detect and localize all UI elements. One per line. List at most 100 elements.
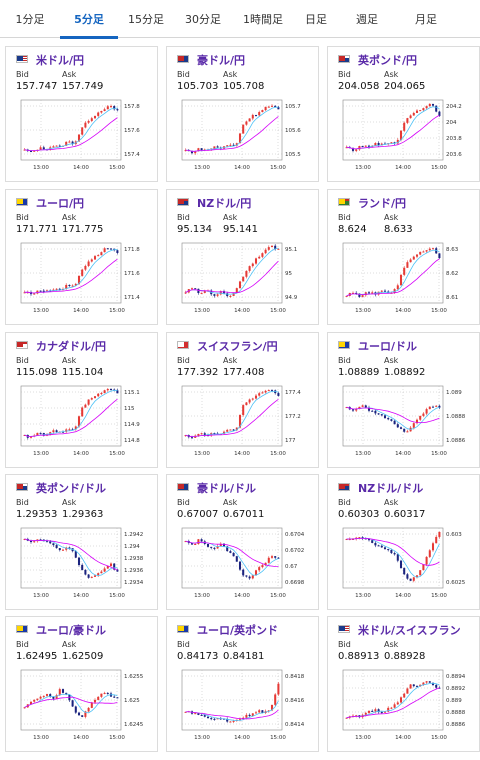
y-tick-label: 1.2942 bbox=[124, 532, 143, 538]
price-chart[interactable]: 13:00 14:00 15:00 0.8894 0.8892 0.889 0.8888 0.… bbox=[331, 664, 476, 744]
ma-long-line bbox=[185, 116, 279, 152]
pair-name[interactable]: ランド/円 bbox=[358, 197, 407, 210]
candle-body bbox=[71, 141, 74, 145]
x-tick-label: 14:00 bbox=[395, 451, 411, 457]
price-chart[interactable]: 13:00 14:00 15:00 105.7 105.6 105.5 bbox=[170, 94, 315, 174]
candle-body bbox=[245, 121, 248, 125]
candle-body bbox=[97, 255, 100, 257]
candle-body bbox=[393, 553, 396, 555]
pair-card[interactable]: ランド/円 Bid Ask 8.624 8.633 13:00 14:00 15:00 8.63… bbox=[327, 189, 480, 325]
candle-body bbox=[33, 699, 36, 702]
pair-card[interactable]: ユーロ/英ポンド Bid Ask 0.84173 0.84181 13:00 14:00 15… bbox=[166, 616, 319, 752]
pair-name[interactable]: NZドル/ドル bbox=[358, 482, 424, 495]
x-tick-label: 15:00 bbox=[270, 165, 286, 171]
pair-card[interactable]: NZドル/ドル Bid Ask 0.60303 0.60317 13:00 14:00 15:… bbox=[327, 474, 480, 610]
y-tick-label: 171.4 bbox=[124, 295, 140, 301]
candle-body bbox=[351, 409, 355, 411]
pair-card[interactable]: ユーロ/豪ドル Bid Ask 1.62495 1.62509 13:00 14:00 15:… bbox=[5, 616, 158, 752]
candle-body bbox=[277, 683, 280, 695]
y-tick-label: 1.294 bbox=[124, 544, 140, 550]
pair-name[interactable]: カナダドル/円 bbox=[36, 340, 107, 353]
tab-daily[interactable]: 日足 bbox=[305, 13, 327, 26]
candle-body bbox=[248, 399, 251, 403]
pair-card[interactable]: 英ポンド/ドル Bid Ask 1.29353 1.29363 13:00 14:00 15:… bbox=[5, 474, 158, 610]
y-tick-label: 0.8414 bbox=[285, 722, 305, 728]
pair-card[interactable]: 豪ドル/ドル Bid Ask 0.67007 0.67011 13:00 14:00 15:0… bbox=[166, 474, 319, 610]
x-tick-label: 14:00 bbox=[73, 165, 89, 171]
pair-name[interactable]: 米ドル/円 bbox=[36, 54, 85, 67]
candle-body bbox=[409, 259, 412, 263]
tab-30min[interactable]: 30分足 bbox=[185, 13, 221, 26]
candle-body bbox=[355, 408, 358, 411]
price-chart[interactable]: 13:00 14:00 15:00 1.6255 1.625 1.6245 bbox=[9, 664, 154, 744]
candlestick-chart: 13:00 14:00 15:00 0.8418 0.8416 0.8414 bbox=[181, 669, 305, 741]
tab-1min[interactable]: 1分足 bbox=[15, 13, 45, 26]
candle-body bbox=[206, 543, 210, 547]
price-chart[interactable]: 13:00 14:00 15:00 171.8 171.6 171.4 bbox=[9, 237, 154, 317]
candle-body bbox=[428, 550, 431, 557]
pair-name[interactable]: ユーロ/円 bbox=[36, 197, 85, 210]
pair-name[interactable]: ユーロ/英ポンド bbox=[197, 624, 279, 637]
flag-canton bbox=[17, 484, 23, 489]
price-chart[interactable]: 13:00 14:00 15:00 0.8418 0.8416 0.8414 bbox=[170, 664, 315, 744]
pair-card[interactable]: スイスフラン/円 Bid Ask 177.392 177.408 13:00 14:00 15… bbox=[166, 332, 319, 468]
candle-body bbox=[393, 420, 396, 425]
candle-body bbox=[229, 721, 232, 723]
candle-body bbox=[226, 718, 229, 722]
pair-card[interactable]: 米ドル/スイスフラン Bid Ask 0.88913 0.88928 13:00 14:00… bbox=[327, 616, 480, 752]
pair-card[interactable]: ユーロ/ドル Bid Ask 1.08889 1.08892 13:00 14:00 15:0… bbox=[327, 332, 480, 468]
pair-card[interactable]: カナダドル/円 Bid Ask 115.098 115.104 13:00 14:00 15:… bbox=[5, 332, 158, 468]
pair-name[interactable]: ユーロ/豪ドル bbox=[36, 624, 107, 637]
pair-name[interactable]: NZドル/円 bbox=[197, 197, 252, 210]
pair-name[interactable]: 米ドル/スイスフラン bbox=[358, 624, 461, 637]
candle-body bbox=[438, 405, 441, 408]
candle-body bbox=[74, 426, 77, 430]
price-chart[interactable]: 13:00 14:00 15:00 8.63 8.62 8.61 bbox=[331, 237, 476, 317]
pair-name[interactable]: 豪ドル/円 bbox=[197, 54, 246, 67]
flag-canton bbox=[17, 626, 23, 631]
y-tick-label: 105.5 bbox=[285, 152, 301, 158]
candle-body bbox=[116, 390, 119, 394]
y-tick-label: 1.6255 bbox=[124, 674, 144, 680]
pair-name[interactable]: ユーロ/ドル bbox=[358, 340, 418, 353]
price-chart[interactable]: 13:00 14:00 15:00 0.6704 0.6702 0.67 0.6698 bbox=[170, 522, 315, 602]
pair-card[interactable]: ユーロ/円 Bid Ask 171.771 171.775 13:00 14:00 15:00… bbox=[5, 189, 158, 325]
pair-name[interactable]: 英ポンド/ドル bbox=[36, 482, 107, 495]
pair-name[interactable]: 豪ドル/ドル bbox=[197, 482, 257, 495]
pair-name[interactable]: スイスフラン/円 bbox=[197, 340, 278, 353]
y-tick-label: 1.0888 bbox=[446, 414, 466, 420]
candle-body bbox=[100, 252, 103, 256]
tab-5min[interactable]: 5分足 bbox=[60, 0, 118, 39]
pair-card[interactable]: NZドル/円 Bid Ask 95.134 95.141 13:00 14:00 15:00 9… bbox=[166, 189, 319, 325]
price-chart[interactable]: 13:00 14:00 15:00 1.2942 1.294 1.2938 1.2936 1.… bbox=[9, 522, 154, 602]
candle-body bbox=[435, 684, 438, 688]
tab-1hour[interactable]: 1時間足 bbox=[243, 13, 283, 26]
price-chart[interactable]: 13:00 14:00 15:00 204.2 204 203.8 203.6 bbox=[331, 94, 476, 174]
candle-body bbox=[93, 256, 97, 260]
tab-15min[interactable]: 15分足 bbox=[128, 13, 164, 26]
price-chart[interactable]: 13:00 14:00 15:00 115.1 115 114.9 114.8 bbox=[9, 380, 154, 460]
candle-body bbox=[200, 292, 203, 294]
pair-name[interactable]: 英ポンド/円 bbox=[358, 54, 418, 67]
tab-weekly[interactable]: 週足 bbox=[356, 13, 378, 26]
pair-card[interactable]: 英ポンド/円 Bid Ask 204.058 204.065 13:00 14:00 15:0… bbox=[327, 46, 480, 182]
candle-body bbox=[258, 256, 261, 259]
price-chart[interactable]: 13:00 14:00 15:00 177.4 177.2 177 bbox=[170, 380, 315, 460]
pair-card[interactable]: 米ドル/円 Bid Ask 157.747 157.749 13:00 14:00 15:00… bbox=[5, 46, 158, 182]
price-chart[interactable]: 13:00 14:00 15:00 1.089 1.0888 1.0886 bbox=[331, 380, 476, 460]
x-tick-label: 15:00 bbox=[431, 308, 447, 314]
price-chart[interactable]: 13:00 14:00 15:00 0.603 0.6025 bbox=[331, 522, 476, 602]
candle-body bbox=[261, 565, 264, 568]
candle-body bbox=[367, 145, 371, 148]
candle-body bbox=[406, 688, 409, 694]
x-tick-label: 15:00 bbox=[109, 308, 125, 314]
candle-body bbox=[258, 112, 261, 116]
ask-price: 105.708 bbox=[223, 81, 265, 92]
candle-body bbox=[33, 293, 36, 295]
price-chart[interactable]: 13:00 14:00 15:00 95.1 95 94.9 bbox=[170, 237, 315, 317]
price-chart[interactable]: 13:00 14:00 15:00 157.8 157.6 157.4 bbox=[9, 94, 154, 174]
plot-frame bbox=[20, 527, 122, 589]
candlestick-chart: 13:00 14:00 15:00 171.8 171.6 171.4 bbox=[20, 242, 140, 314]
pair-card[interactable]: 豪ドル/円 Bid Ask 105.703 105.708 13:00 14:00 15:00… bbox=[166, 46, 319, 182]
tab-monthly[interactable]: 月足 bbox=[415, 13, 437, 26]
